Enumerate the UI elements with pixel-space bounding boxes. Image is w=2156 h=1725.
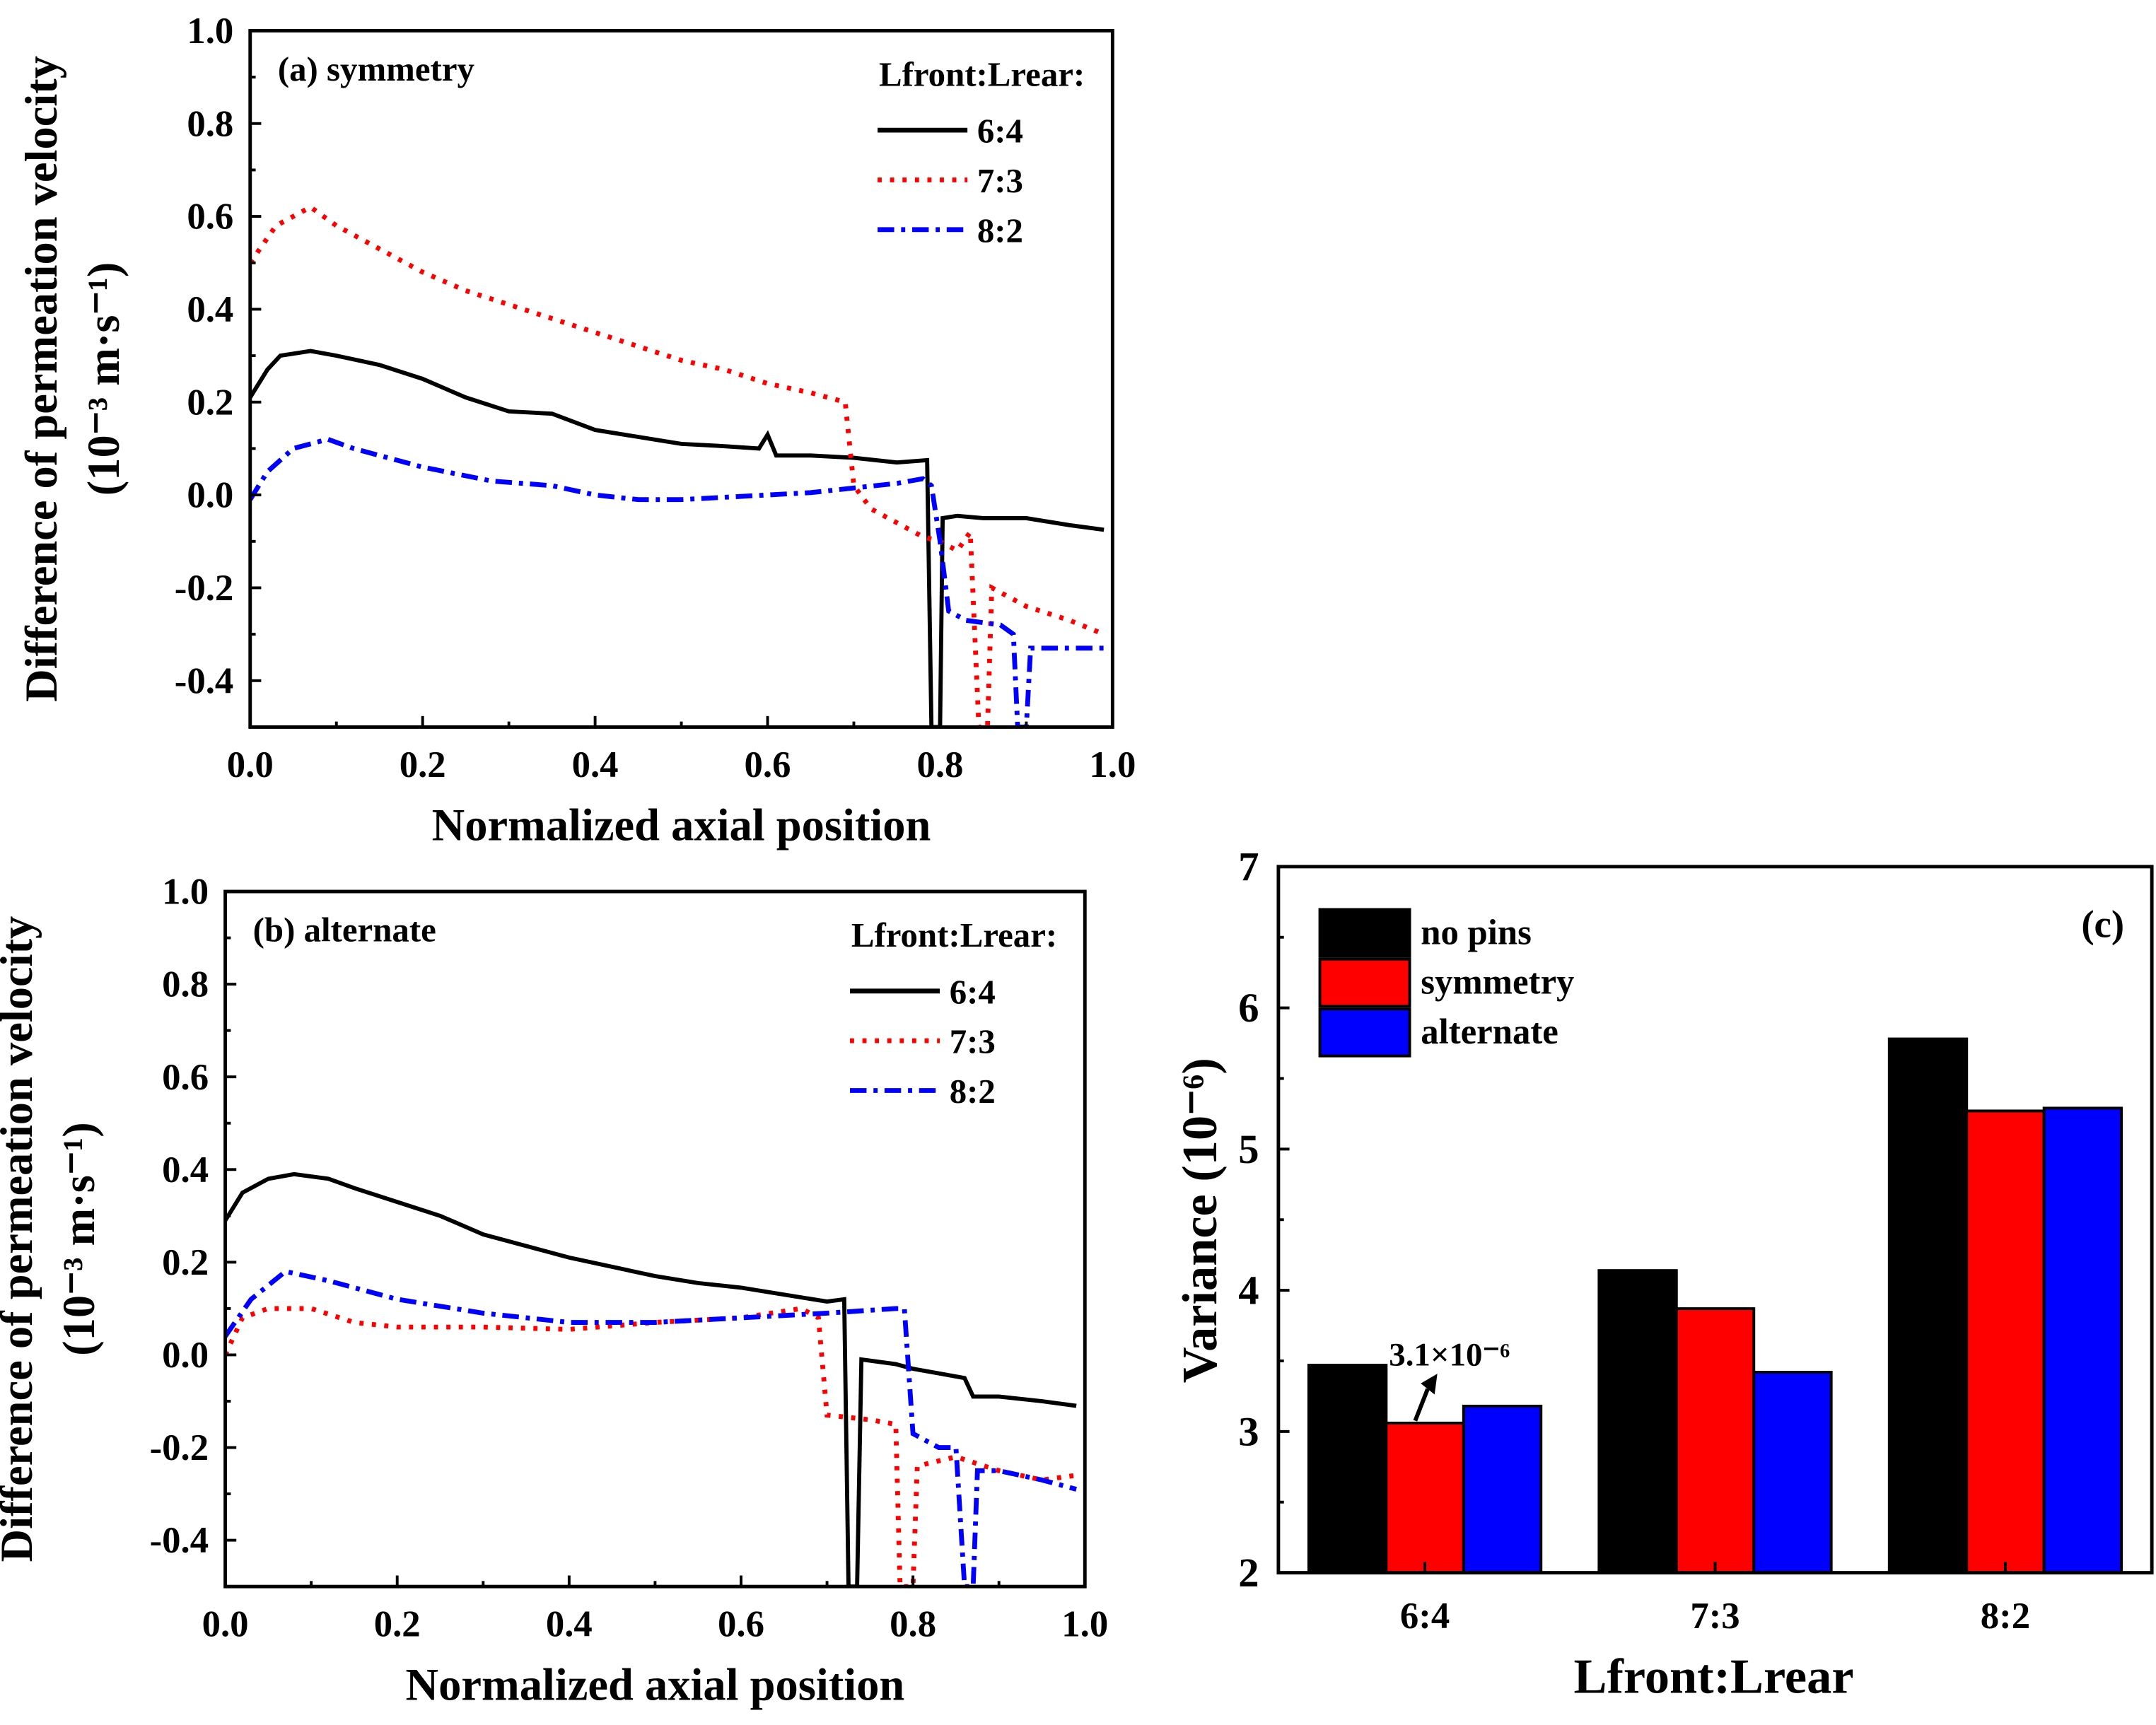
y-tick-label: 6 <box>1238 985 1259 1031</box>
x-tick-label: 0.2 <box>374 1604 421 1645</box>
x-axis-label: Normalized axial position <box>432 800 931 850</box>
y-tick-label: 0.0 <box>187 475 233 516</box>
y-tick-label: 0.4 <box>162 1150 209 1191</box>
legend-swatch <box>1318 1007 1411 1058</box>
y-tick-label: 1.0 <box>187 11 233 52</box>
series-line-8-2 <box>250 436 1105 727</box>
x-tick-label: 8:2 <box>1981 1596 2030 1637</box>
x-tick-label: 1.0 <box>1089 744 1136 785</box>
panel-label: (b) alternate <box>253 910 436 949</box>
y-tick-label: -0.4 <box>150 1520 209 1561</box>
y-tick-label: 2 <box>1238 1550 1259 1596</box>
series-line-8-2 <box>225 1268 1078 1587</box>
y-tick-label: 0.2 <box>187 382 233 423</box>
y-tick-label: 4 <box>1238 1268 1259 1314</box>
annotation-arrowhead <box>1421 1374 1438 1395</box>
bar-no-pins-6-4 <box>1307 1364 1388 1574</box>
legend-label: symmetry <box>1421 962 1574 1002</box>
y-tick-label: 0.8 <box>187 103 233 144</box>
y-tick-label: 0.0 <box>162 1335 209 1376</box>
legend-label: 8:2 <box>977 211 1023 250</box>
y-tick-label: 0.8 <box>162 964 209 1005</box>
x-tick-label: 0.4 <box>572 744 619 785</box>
x-tick-label: 0.6 <box>745 744 791 785</box>
x-tick-label: 1.0 <box>1061 1604 1108 1645</box>
legend-title: Lfront:Lrear: <box>851 916 1057 954</box>
x-tick-label: 0.6 <box>718 1604 764 1645</box>
y-axis-label: Variance (10⁻⁶) <box>1172 1058 1228 1383</box>
bar-alternate-6-4 <box>1462 1404 1543 1574</box>
legend-label: 8:2 <box>950 1072 996 1111</box>
y-axis-label-line1: Difference of permeation velocity <box>16 56 66 702</box>
y-tick-label: 0.2 <box>162 1242 209 1283</box>
y-tick-label: 7 <box>1238 843 1259 889</box>
series-line-6-4 <box>250 349 1105 727</box>
x-axis-label: Normalized axial position <box>406 1659 905 1709</box>
legend-title: Lfront:Lrear: <box>879 55 1085 94</box>
x-tick-label: 0.4 <box>546 1604 593 1645</box>
panel-label: (a) symmetry <box>278 49 474 88</box>
y-tick-label: 0.4 <box>187 289 233 330</box>
y-axis-label-line2: (10⁻³ m·s⁻¹) <box>54 1122 104 1356</box>
y-tick-label: 0.6 <box>162 1057 209 1098</box>
legend-label: 6:4 <box>950 972 996 1011</box>
series-line-7-3 <box>250 204 1105 727</box>
bar-symmetry-7-3 <box>1674 1307 1756 1574</box>
bar-alternate-7-3 <box>1752 1371 1833 1574</box>
bar-no-pins-8-2 <box>1887 1037 1969 1574</box>
y-axis-label-line2: (10⁻³ m·s⁻¹) <box>78 262 129 496</box>
bar-alternate-8-2 <box>2042 1106 2123 1574</box>
x-tick-label: 0.0 <box>202 1604 249 1645</box>
y-axis-label-line1: Difference of permeation velocity <box>0 916 42 1562</box>
line-panel-0: 0.0 0.2 0.4 0.6 0.8 1.0 -0.4 -0.2 0.0 0.2 0.4 0.6 0.… <box>16 11 1136 850</box>
y-tick-label: 0.6 <box>187 197 233 238</box>
legend-label: no pins <box>1421 912 1532 952</box>
annotation-arrow <box>1413 1388 1430 1422</box>
legend-label: 7:3 <box>977 161 1023 200</box>
legend-swatch <box>1318 957 1411 1008</box>
series-line-6-4 <box>225 1171 1077 1587</box>
bar-no-pins-7-3 <box>1597 1269 1678 1574</box>
x-tick-label: 0.0 <box>227 744 274 785</box>
x-axis-label: Lfront:Lrear <box>1574 1649 1854 1704</box>
y-tick-label: 1.0 <box>162 872 209 913</box>
y-tick-label: -0.2 <box>150 1427 209 1468</box>
legend-label: 6:4 <box>977 112 1023 151</box>
legend-swatch <box>1318 908 1411 958</box>
panel-label: (c) <box>2081 903 2124 946</box>
line-panel-1: 0.0 0.2 0.4 0.6 0.8 1.0 -0.4 -0.2 0.0 0.2 0.4 0.6 0.… <box>0 872 1108 1710</box>
x-tick-label: 0.8 <box>890 1604 936 1645</box>
bar-symmetry-8-2 <box>1965 1109 2046 1574</box>
y-tick-label: 3 <box>1238 1408 1259 1454</box>
annotation-text: 3.1×10⁻⁶ <box>1389 1336 1510 1373</box>
x-tick-label: 0.8 <box>916 744 963 785</box>
legend-label: 7:3 <box>950 1022 996 1061</box>
bar-panel: 6:4 7:3 8:2 2 3 4 5 6 7 Lfront:Lrear Variance (10⁻… <box>1172 843 2154 1704</box>
x-tick-label: 0.2 <box>400 744 446 785</box>
y-tick-label: -0.2 <box>175 568 234 609</box>
legend-label: alternate <box>1421 1012 1558 1051</box>
bar-symmetry-6-4 <box>1385 1421 1465 1574</box>
series-line-7-3 <box>225 1306 1077 1587</box>
y-tick-label: -0.4 <box>175 660 234 701</box>
x-tick-label: 7:3 <box>1690 1596 1740 1637</box>
x-tick-label: 6:4 <box>1400 1596 1450 1637</box>
y-tick-label: 5 <box>1238 1126 1259 1172</box>
